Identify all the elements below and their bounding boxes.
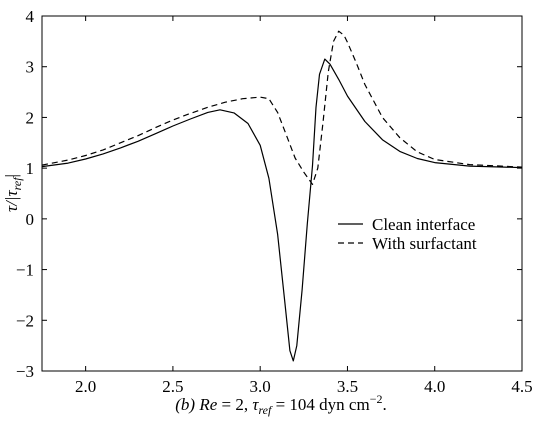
x-tick-label: 4.0 <box>424 377 445 396</box>
y-tick-label: 1 <box>26 159 35 178</box>
y-axis-label: τ/|τref| <box>2 174 24 212</box>
x-tick-labels: 2.0 2.5 3.0 3.5 4.0 4.5 <box>75 377 533 396</box>
y-tick-label: 0 <box>26 210 35 229</box>
plot-area-frame <box>41 15 523 372</box>
y-tick-label: 3 <box>26 58 35 77</box>
x-tick-label: 4.5 <box>511 377 532 396</box>
y-tick-label: −2 <box>16 311 34 330</box>
legend: Clean interface With surfactant <box>338 215 477 253</box>
y-tick-label: 2 <box>26 108 35 127</box>
axis-ticks <box>42 15 523 372</box>
y-tick-label: −3 <box>16 362 34 381</box>
y-tick-labels: −3 −2 −1 0 1 2 3 4 <box>16 7 35 381</box>
legend-label-clean: Clean interface <box>372 215 475 234</box>
figure-caption: (b) Re = 2, τref = 104 dyn cm−2. <box>175 392 386 417</box>
y-tick-label: −1 <box>16 261 34 280</box>
y-tick-label: 4 <box>26 7 35 26</box>
x-tick-label: 3.0 <box>250 377 271 396</box>
series-line-clean-interface <box>41 58 523 362</box>
series-line-with-surfactant <box>41 30 523 185</box>
legend-label-surfactant: With surfactant <box>372 234 477 253</box>
x-tick-label: 3.5 <box>337 377 358 396</box>
series-lines <box>41 30 523 362</box>
x-tick-label: 2.5 <box>162 377 183 396</box>
x-tick-label: 2.0 <box>75 377 96 396</box>
